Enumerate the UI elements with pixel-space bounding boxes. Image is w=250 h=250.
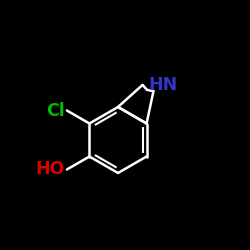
Text: HO: HO <box>36 160 65 178</box>
Text: HN: HN <box>148 76 178 94</box>
Text: Cl: Cl <box>46 102 65 119</box>
